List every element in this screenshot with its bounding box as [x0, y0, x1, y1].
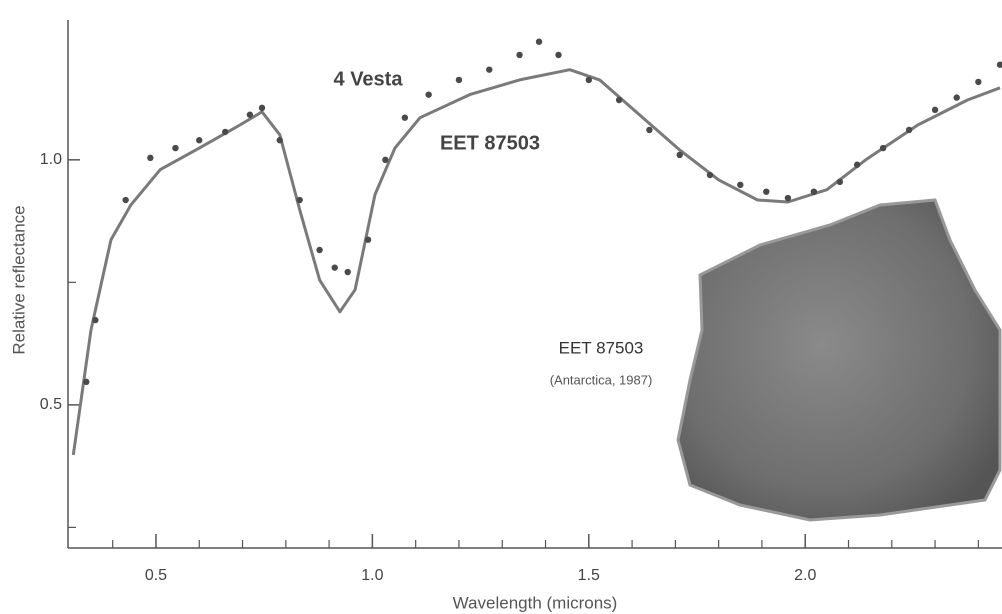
data-point	[615, 96, 623, 104]
data-point	[784, 194, 792, 202]
data-point	[810, 188, 818, 195]
x-tick-label: 2.0	[794, 567, 816, 584]
data-point	[585, 76, 593, 84]
data-point	[646, 126, 653, 134]
data-point	[516, 51, 523, 59]
x-axis-title: Wavelength (microns)	[453, 593, 618, 612]
data-point	[258, 104, 266, 112]
data-point	[425, 91, 432, 98]
data-point	[147, 154, 154, 162]
data-point	[836, 178, 844, 186]
data-point	[853, 161, 861, 168]
data-point	[331, 264, 338, 271]
data-point	[486, 66, 493, 73]
rock-photo	[676, 198, 1002, 522]
data-point	[555, 51, 562, 59]
y-axis-title: Relative reflectance	[9, 205, 28, 354]
data-point	[276, 137, 283, 144]
data-point	[401, 114, 409, 121]
data-point	[676, 151, 683, 159]
data-line	[71, 68, 1001, 456]
data-point	[931, 106, 939, 114]
data-point	[83, 378, 90, 386]
rock-caption: EET 87503	[559, 338, 644, 357]
data-point	[364, 236, 372, 243]
data-point	[953, 94, 960, 101]
data-point	[92, 316, 99, 324]
data-point	[535, 38, 543, 45]
data-point	[316, 246, 323, 254]
rock-subcaption: (Antarctica, 1987)	[550, 372, 653, 387]
data-point	[344, 268, 351, 276]
y-tick-label: 0.5	[40, 396, 62, 413]
data-point	[382, 156, 389, 164]
data-point	[246, 111, 254, 118]
data-point	[975, 78, 982, 86]
data-point	[296, 196, 303, 204]
annotation: 4 Vesta	[334, 68, 404, 90]
data-point	[763, 188, 770, 195]
data-point	[455, 76, 463, 84]
data-point	[706, 171, 714, 179]
data-point	[172, 144, 179, 152]
data-point	[196, 137, 203, 144]
data-point	[905, 126, 913, 134]
y-tick-label: 1.0	[40, 151, 62, 168]
data-point	[879, 144, 887, 152]
data-point	[737, 181, 744, 189]
x-tick-label: 0.5	[145, 567, 167, 584]
annotation: EET 87503	[440, 132, 540, 154]
data-point	[122, 196, 129, 204]
data-point	[996, 61, 1002, 68]
x-tick-label: 1.5	[578, 567, 600, 584]
data-point	[222, 128, 229, 136]
x-tick-label: 1.0	[361, 567, 383, 584]
